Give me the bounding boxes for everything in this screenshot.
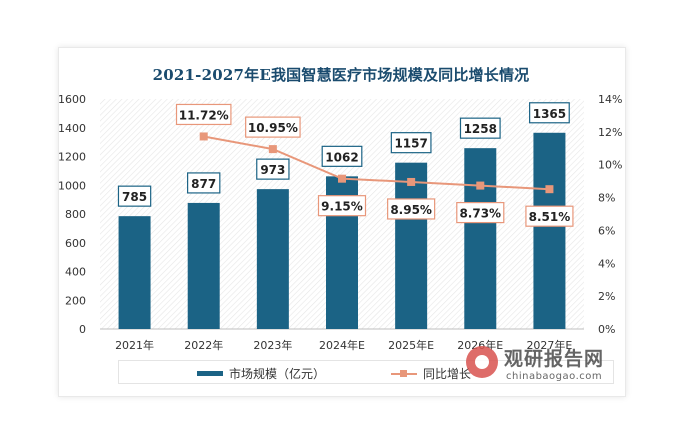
y-right-tick-label: 6% <box>598 224 615 237</box>
growth-point <box>545 185 554 194</box>
bar-value-label-box <box>459 117 501 139</box>
y-right-tick-label: 8% <box>598 192 615 205</box>
y-right-tick-label: 0% <box>598 323 615 336</box>
y-right-tick-label: 12% <box>598 126 622 139</box>
growth-line <box>203 135 550 191</box>
y-left-tick-label: 200 <box>65 294 86 307</box>
legend: 市场规模（亿元） 同比增长 <box>118 360 614 384</box>
x-tick-label: 2021年 <box>115 338 154 352</box>
growth-value-label-box <box>317 195 367 217</box>
growth-value-label: 8.73% <box>459 207 501 221</box>
legend-label-market-size: 市场规模（亿元） <box>229 367 326 381</box>
watermark-logo-icon <box>466 346 498 378</box>
growth-value-label: 10.95% <box>248 121 298 135</box>
watermark-cn: 观研报告网 <box>504 348 605 370</box>
x-tick-label: 2023年 <box>253 338 292 352</box>
y-left-tick-label: 400 <box>65 266 86 279</box>
bar-value-label-box <box>321 145 363 167</box>
y-left-tick-label: 0 <box>79 323 86 336</box>
legend-item-growth: 同比增长 <box>391 365 471 382</box>
y-left-tick-label: 600 <box>65 237 86 250</box>
growth-point <box>268 145 277 154</box>
bar-value-label: 1157 <box>394 137 427 151</box>
bar-value-label-box <box>256 158 290 180</box>
y-left-tick-label: 1400 <box>58 122 86 135</box>
legend-line-swatch <box>391 369 417 377</box>
x-tick-label: 2022年 <box>184 338 223 352</box>
y-left-tick-label: 800 <box>65 208 86 221</box>
y-right-tick-label: 14% <box>598 93 622 106</box>
bar-value-label-box <box>117 185 152 207</box>
y-left-tick-label: 1200 <box>58 151 86 164</box>
growth-value-label-box <box>456 201 505 224</box>
growth-point <box>476 181 485 190</box>
legend-item-market-size: 市场规模（亿元） <box>197 365 325 382</box>
bar <box>187 202 220 329</box>
growth-value-label: 11.72% <box>179 108 229 122</box>
bar-value-label-box <box>390 132 432 154</box>
growth-value-label-box <box>245 116 301 138</box>
growth-value-label: 9.15% <box>321 200 363 214</box>
watermark: 观研报告网 chinabaogao.com <box>466 344 626 390</box>
bar <box>533 132 566 329</box>
bar-value-label: 1258 <box>464 122 497 136</box>
bar <box>395 162 428 329</box>
bar-value-label: 973 <box>260 163 285 177</box>
legend-bar-swatch <box>197 371 223 376</box>
growth-point <box>338 174 346 183</box>
growth-value-label: 8.51% <box>529 210 571 224</box>
bar-value-label: 1365 <box>533 107 566 121</box>
legend-label-growth: 同比增长 <box>423 367 472 381</box>
bar <box>464 148 497 329</box>
bar <box>118 216 151 329</box>
x-tick-label: 2025年E <box>388 338 434 352</box>
x-tick-label: 2027年E <box>526 338 572 352</box>
y-right-tick-label: 10% <box>598 159 622 172</box>
y-left-tick-label: 1000 <box>58 179 86 192</box>
growth-value-label-box <box>525 205 574 227</box>
growth-value-label-box <box>175 103 232 126</box>
y-right-tick-label: 4% <box>598 257 615 270</box>
bar-value-label: 1062 <box>325 150 358 164</box>
growth-point <box>407 177 416 186</box>
watermark-en: chinabaogao.com <box>506 371 603 382</box>
bar-value-label: 785 <box>122 190 147 204</box>
bar-value-label-box <box>187 172 221 194</box>
growth-value-label: 8.95% <box>390 203 432 217</box>
chart-title: 2021-2027年E我国智慧医疗市场规模及同比增长情况 <box>152 66 530 84</box>
bar <box>256 189 289 329</box>
y-left-tick-label: 1600 <box>58 93 86 106</box>
growth-value-label-box <box>387 198 436 220</box>
x-tick-label: 2024年E <box>319 338 365 352</box>
y-right-tick-label: 2% <box>598 290 615 303</box>
bar-value-label-box <box>529 102 570 124</box>
growth-point <box>199 132 208 141</box>
bar-value-label: 877 <box>191 177 216 191</box>
